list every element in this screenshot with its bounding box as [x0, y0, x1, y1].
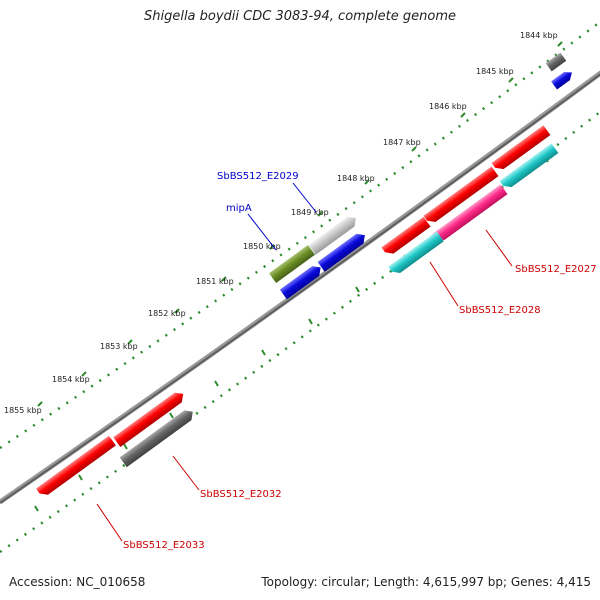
map-title: Shigella boydii CDC 3083-94, complete ge…: [143, 9, 457, 24]
tick-label-1846: 1846 kbp: [429, 102, 467, 111]
gene-feature[interactable]: [308, 213, 360, 255]
gene-label-SbBS512_E2028[interactable]: SbBS512_E2028: [459, 305, 541, 316]
accession-text: Accession: NC_010658: [9, 575, 146, 589]
tick-label-1854: 1854 kbp: [52, 375, 90, 384]
tick-label-1852: 1852 kbp: [148, 309, 186, 318]
tick-label-1848: 1848 kbp: [337, 174, 375, 183]
outer-major-ticks: [37, 41, 563, 407]
tick-label-1844: 1844 kbp: [520, 31, 558, 40]
gene-feature-mipA[interactable]: [269, 245, 315, 283]
tick-label-1850: 1850 kbp: [243, 242, 281, 251]
tick-label-1849: 1849 kbp: [291, 208, 329, 217]
tick-label-1851: 1851 kbp: [196, 277, 234, 286]
gene-feature[interactable]: [381, 216, 431, 257]
gene-feature-SbBS512_E2033[interactable]: [36, 435, 116, 499]
forward-strand-genes: [113, 52, 575, 468]
reverse-strand-genes: [36, 125, 559, 499]
tick-label-1855: 1855 kbp: [4, 406, 42, 415]
tick-label-1853: 1853 kbp: [100, 342, 138, 351]
genome-backbone-shade: [0, 73, 600, 504]
gene-feature[interactable]: [545, 52, 567, 72]
gene-feature[interactable]: [491, 125, 551, 172]
tick-labels: 1844 kbp 1845 kbp 1846 kbp 1847 kbp 1848…: [4, 31, 558, 415]
gene-feature[interactable]: [119, 407, 197, 468]
gene-feature[interactable]: [113, 389, 186, 447]
outer-tick-track: [0, 21, 600, 450]
gene-labels: SbBS512_E2029 mipA SbBS512_E2027 SbBS512…: [123, 171, 597, 551]
gene-feature[interactable]: [551, 68, 575, 90]
callout-lines: [96, 182, 513, 542]
gene-feature-SbBS512_E2028[interactable]: [388, 231, 444, 277]
genome-summary-text: Topology: circular; Length: 4,615,997 bp…: [261, 575, 591, 589]
tick-label-1845: 1845 kbp: [476, 67, 514, 76]
gene-label-SbBS512_E2032[interactable]: SbBS512_E2032: [200, 489, 282, 500]
gene-feature[interactable]: [499, 143, 559, 190]
gene-label-SbBS512_E2029[interactable]: SbBS512_E2029: [217, 171, 299, 182]
gene-feature[interactable]: [423, 166, 499, 225]
gene-feature[interactable]: [317, 230, 369, 272]
tick-label-1847: 1847 kbp: [383, 138, 421, 147]
gene-label-mipA[interactable]: mipA: [226, 203, 252, 214]
gene-label-SbBS512_E2027[interactable]: SbBS512_E2027: [515, 264, 597, 275]
gene-label-SbBS512_E2033[interactable]: SbBS512_E2033: [123, 540, 205, 551]
gene-feature-SbBS512_E2027[interactable]: [432, 184, 508, 243]
gene-feature[interactable]: [279, 263, 324, 300]
